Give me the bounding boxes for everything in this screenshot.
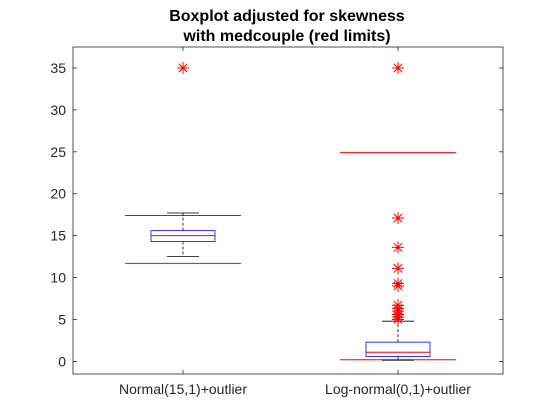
x-tick-label: Normal(15,1)+outlier [119,381,247,397]
y-tick-label: 20 [50,186,66,202]
iqr-box [365,341,431,357]
outlier-marker [392,241,404,254]
y-tick-label: 25 [50,144,66,160]
box-group [340,61,456,361]
y-tick-label: 10 [50,270,66,286]
y-tick-label: 0 [58,353,66,369]
box-group [125,61,241,264]
y-tick-label: 30 [50,102,66,118]
outlier-marker [392,262,404,275]
box-series [125,61,456,361]
outlier-marker [392,313,404,326]
y-axis: 0 5 10 15 20 25 30 35 [50,60,503,369]
y-tick-label: 15 [50,228,66,244]
outlier-marker [392,279,404,292]
outlier-marker [392,212,404,225]
y-tick-label: 5 [58,312,66,328]
outlier-marker [392,61,404,74]
plot-area-frame [72,46,504,375]
outlier-marker [177,61,189,74]
x-axis: Normal(15,1)+outlier Log-normal(0,1)+outl… [119,47,471,397]
x-tick-label: Log-normal(0,1)+outlier [325,381,471,397]
chart-title-line-2: with medcouple (red limits) [182,28,390,45]
chart-title-line-1: Boxplot adjusted for skewness [169,8,405,25]
y-tick-label: 35 [50,60,66,76]
